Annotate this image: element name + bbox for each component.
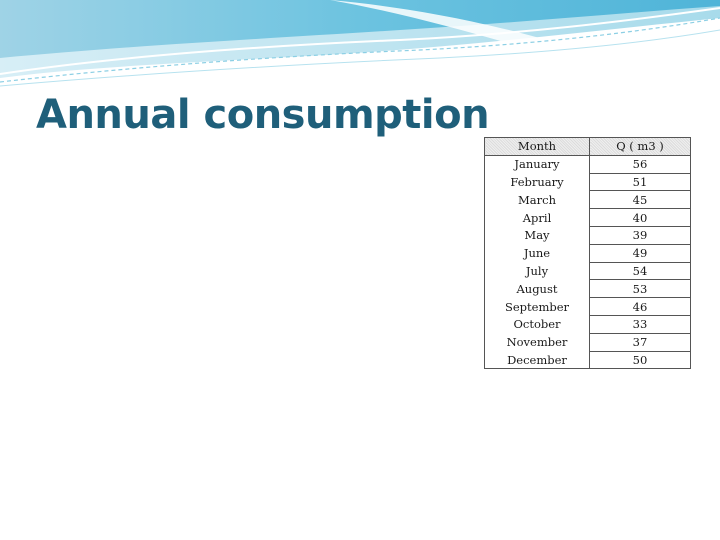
month-cell: February xyxy=(484,173,590,191)
table-row: February 51 xyxy=(484,172,691,192)
quantity-cell: 54 xyxy=(589,261,691,281)
table-row: September 46 xyxy=(484,297,691,316)
consumption-table: Month Q ( m3 ) January 56 February 51 Ma… xyxy=(484,137,691,370)
month-cell: September xyxy=(484,297,590,316)
quantity-cell: 46 xyxy=(589,297,691,316)
month-cell: May xyxy=(484,226,590,245)
month-cell: April xyxy=(484,208,590,227)
month-cell: November xyxy=(484,333,590,352)
slide-title: Annual consumption xyxy=(36,92,490,138)
quantity-cell: 56 xyxy=(589,154,691,174)
table-row: October 33 xyxy=(484,314,691,334)
month-cell: August xyxy=(484,279,590,298)
table-row: June 49 xyxy=(484,243,691,263)
month-cell: October xyxy=(484,315,590,334)
quantity-cell: 49 xyxy=(589,243,691,263)
month-cell: June xyxy=(484,244,590,263)
month-cell: March xyxy=(484,190,590,209)
table-row: May 39 xyxy=(484,225,691,245)
table-row: March 45 xyxy=(484,190,691,210)
table-row: December 50 xyxy=(484,350,691,370)
quantity-cell: 40 xyxy=(589,208,691,227)
quantity-cell: 51 xyxy=(589,172,691,192)
quantity-cell: 39 xyxy=(589,225,691,245)
quantity-column-header: Q ( m3 ) xyxy=(589,137,691,156)
table-header-row: Month Q ( m3 ) xyxy=(484,137,691,156)
quantity-cell: 45 xyxy=(589,190,691,210)
table-row: January 56 xyxy=(484,154,691,174)
header-wave-decoration xyxy=(0,0,720,87)
month-cell: January xyxy=(484,155,590,174)
month-cell: December xyxy=(484,351,590,370)
quantity-cell: 33 xyxy=(589,314,691,334)
table-row: August 53 xyxy=(484,279,691,299)
quantity-cell: 53 xyxy=(589,279,691,299)
table-row: July 54 xyxy=(484,261,691,281)
quantity-cell: 37 xyxy=(589,332,691,352)
table-row: November 37 xyxy=(484,332,691,352)
month-cell: July xyxy=(484,262,590,280)
quantity-cell: 50 xyxy=(589,350,691,370)
table-row: April 40 xyxy=(484,208,691,227)
month-column-header: Month xyxy=(484,137,590,156)
